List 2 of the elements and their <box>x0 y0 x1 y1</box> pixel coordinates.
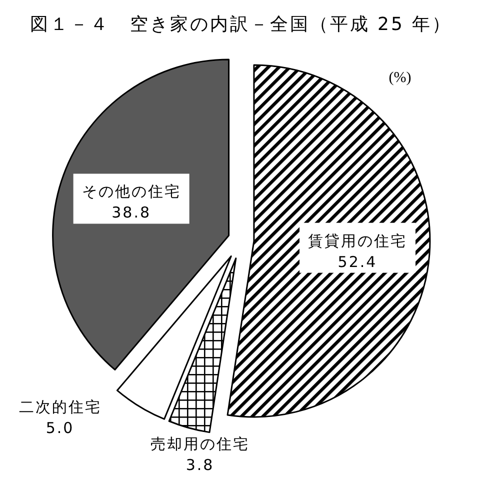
title: 図１－４ 空き家の内訳－全国（平成 25 年） <box>30 14 452 35</box>
annotation: (%) <box>388 70 412 86</box>
